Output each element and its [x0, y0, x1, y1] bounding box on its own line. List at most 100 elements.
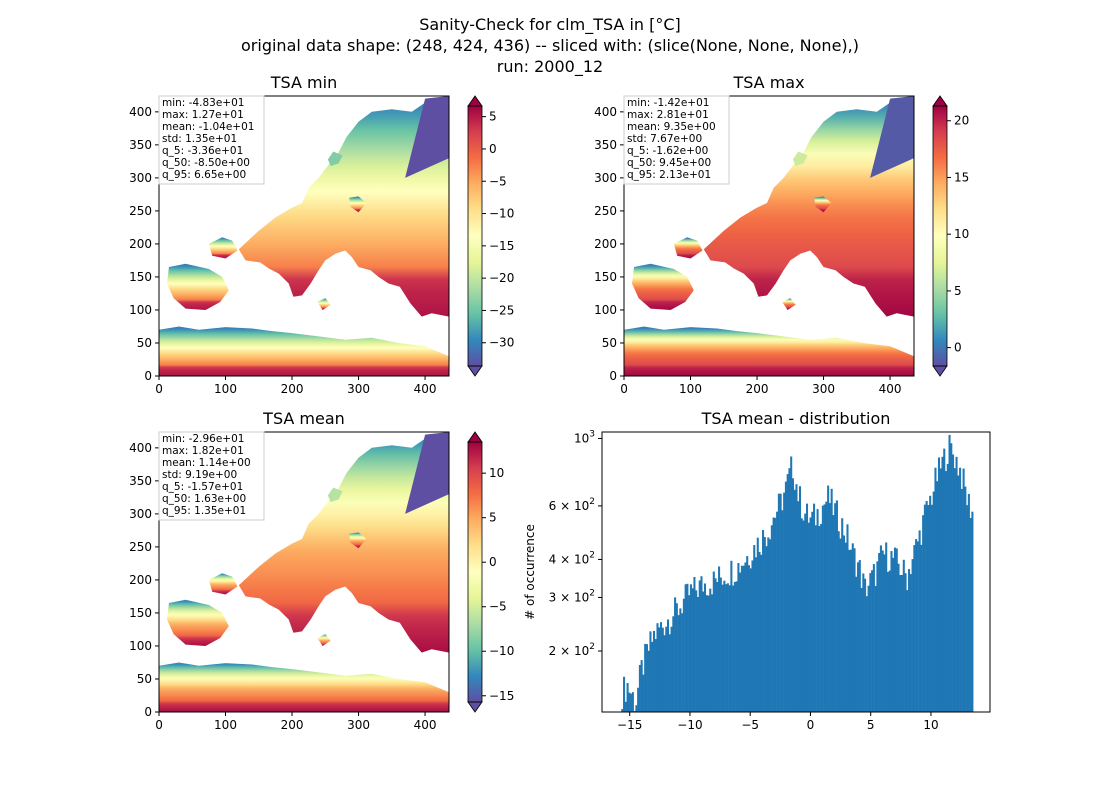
histogram-bar: [948, 434, 951, 712]
histogram-bar: [700, 576, 703, 712]
histogram-bar: [744, 562, 747, 712]
colorbar-extend-min: [932, 365, 948, 377]
tsa-mean-distribution-panel: TSA mean - distribution # of occurrence −1…: [523, 409, 991, 732]
histogram-bar: [874, 585, 877, 712]
histogram-bar: [944, 471, 948, 712]
histogram-bar: [925, 500, 928, 712]
y-axis-label: # of occurrence: [523, 524, 537, 620]
histogram-bar: [786, 474, 789, 712]
histogram-bar: [872, 564, 875, 712]
histogram-bar: [637, 687, 640, 712]
histogram-bar: [691, 588, 694, 712]
stats-line: q_95: 2.13e+01: [627, 169, 711, 181]
histogram-bar: [695, 590, 698, 712]
land-region-1: [167, 599, 229, 646]
histogram-bar: [638, 664, 641, 712]
stats-line: mean: 9.35e+00: [627, 121, 716, 133]
histogram-bar: [807, 522, 810, 712]
histogram-bar: [739, 572, 742, 712]
colorbar-tick-label: 0: [954, 341, 962, 355]
histogram-bar: [747, 565, 751, 712]
histogram-bar: [751, 560, 754, 712]
histogram-bar: [681, 613, 684, 712]
histogram-bar: [702, 591, 705, 712]
colorbar-extend-max: [467, 431, 483, 443]
histogram-bar: [814, 525, 817, 712]
histogram-bar: [703, 583, 707, 712]
histogram-bar: [952, 454, 955, 712]
histogram-bar: [726, 583, 729, 712]
x-tick-label: 100: [214, 718, 237, 732]
stats-line: max: 1.27e+01: [162, 109, 244, 121]
histogram-bar: [844, 542, 847, 712]
histogram-bar: [624, 701, 627, 712]
histogram-bar: [746, 556, 749, 712]
histogram-bar: [846, 524, 849, 712]
y-tick-label: 6 × 102: [549, 497, 595, 513]
histogram-bar: [923, 504, 926, 712]
histogram-bar: [890, 551, 893, 712]
histogram-bar: [765, 546, 768, 712]
histogram-bar: [802, 520, 805, 712]
stats-box-background: [158, 95, 265, 185]
colorbar-tick-label: 10: [954, 227, 969, 241]
y-tick-label: 300: [129, 171, 152, 185]
histogram-bar: [670, 626, 673, 712]
histogram-bar: [865, 596, 868, 712]
x-tick-label: 0: [807, 718, 815, 732]
histogram-bar: [698, 580, 701, 712]
histogram-bar: [851, 543, 854, 712]
histogram-bar: [797, 501, 800, 712]
colorbar: 20 15 10 5 0: [932, 95, 969, 377]
x-tick-label: 200: [281, 718, 304, 732]
land-region-1: [167, 263, 229, 310]
y-tick-exponent: 2: [589, 550, 595, 560]
histogram-bar: [723, 580, 726, 712]
histogram-bar: [888, 570, 891, 712]
colorbar-tick-label: −15: [489, 239, 514, 253]
histogram-bar: [621, 709, 624, 712]
histogram-bar: [901, 574, 904, 712]
histogram-bar: [834, 503, 837, 712]
histogram-bar: [828, 503, 831, 712]
y-tick-label: 400: [129, 105, 152, 119]
histogram-bar: [835, 500, 838, 712]
histogram-bar: [855, 576, 858, 712]
histogram-bar: [652, 630, 656, 712]
colorbar-tick-label: 15: [954, 170, 969, 184]
histogram-bar: [772, 517, 775, 712]
land-region-4: [349, 532, 367, 549]
histogram-bar: [677, 615, 680, 712]
y-tick-label: 300: [594, 171, 617, 185]
histogram-bar: [672, 616, 675, 712]
histogram-bar: [642, 674, 645, 712]
y-tick-exponent: 2: [589, 497, 595, 507]
histogram-bar: [656, 623, 659, 712]
histogram-bar: [841, 518, 844, 712]
stats-line: q_50: 9.45e+00: [627, 157, 711, 169]
y-tick-label: 150: [129, 270, 152, 284]
histogram-bar: [784, 481, 787, 712]
histogram-bar: [915, 539, 918, 712]
histogram-bar: [649, 631, 652, 712]
histogram-bar: [918, 530, 921, 712]
colorbar-tick-label: −15: [489, 689, 514, 703]
histogram-bar: [813, 503, 816, 712]
histogram-bar: [630, 693, 633, 712]
histogram-bar: [693, 576, 696, 712]
histogram-bar: [740, 565, 743, 712]
histogram-bar: [837, 531, 840, 712]
histogram-bar: [651, 641, 654, 712]
y-tick-label: 400: [129, 441, 152, 455]
histogram-bar: [644, 643, 647, 712]
y-tick-label: 350: [594, 138, 617, 152]
histogram-bar: [927, 505, 930, 712]
y-tick-base: 10: [574, 431, 589, 445]
stats-line: min: -2.96e+01: [162, 433, 244, 445]
stats-line: mean: -1.04e+01: [162, 121, 254, 133]
histogram-bar: [665, 626, 668, 712]
x-tick-label: −5: [741, 718, 759, 732]
